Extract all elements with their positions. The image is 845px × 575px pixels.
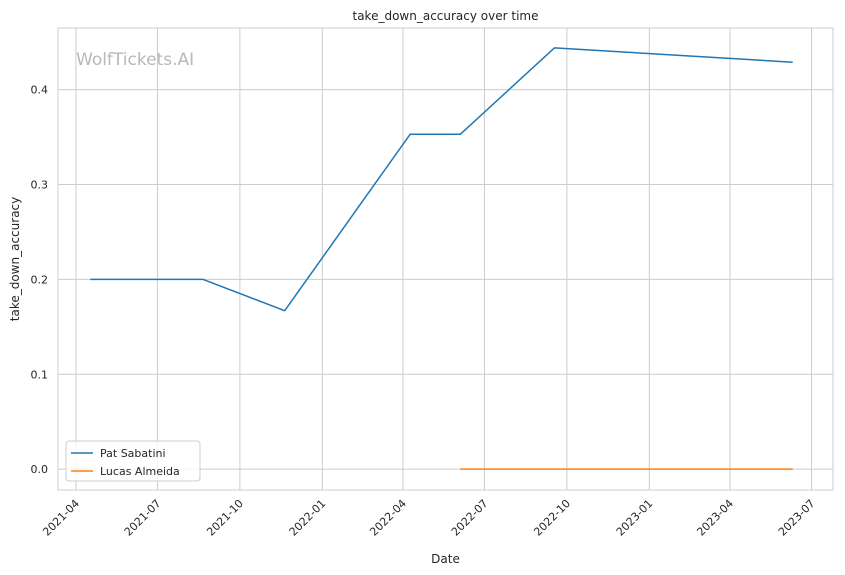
y-axis-title: take_down_accuracy xyxy=(8,197,22,321)
legend-label-pat-sabatini: Pat Sabatini xyxy=(100,447,166,460)
x-tick-label: 2021-10 xyxy=(204,497,246,539)
legend-box xyxy=(65,440,201,482)
x-tick-label: 2023-04 xyxy=(694,497,736,539)
series-line-pat-sabatini xyxy=(90,47,793,312)
y-tick-label: 0.3 xyxy=(31,179,49,192)
x-tick-label: 2022-04 xyxy=(367,497,409,539)
grid-lines xyxy=(58,28,833,490)
legend: Pat Sabatini Lucas Almeida xyxy=(65,440,201,482)
y-tick-label: 0.4 xyxy=(31,84,49,97)
y-tick-label: 0.0 xyxy=(31,463,49,476)
x-tick-label: 2021-07 xyxy=(122,497,164,539)
x-tick-label: 2023-01 xyxy=(614,497,656,539)
x-tick-label: 2023-07 xyxy=(776,497,818,539)
series-lines xyxy=(90,47,793,470)
y-tick-label: 0.1 xyxy=(31,368,49,381)
legend-label-lucas-almeida: Lucas Almeida xyxy=(100,465,180,478)
y-axis-ticks: 0.0 0.1 0.2 0.3 0.4 xyxy=(31,84,49,476)
chart-title: take_down_accuracy over time xyxy=(353,9,539,23)
x-tick-label: 2022-07 xyxy=(449,497,491,539)
y-tick-label: 0.2 xyxy=(31,273,49,286)
x-axis-ticks: 2021-04 2021-07 2021-10 2022-01 2022-04 2022-… xyxy=(40,497,817,539)
x-tick-label: 2022-01 xyxy=(287,497,329,539)
plot-area xyxy=(57,27,834,491)
watermark: WolfTickets.AI xyxy=(76,50,194,70)
x-tick-label: 2022-10 xyxy=(531,497,573,539)
x-tick-label: 2021-04 xyxy=(40,497,82,539)
x-axis-title: Date xyxy=(431,552,460,566)
